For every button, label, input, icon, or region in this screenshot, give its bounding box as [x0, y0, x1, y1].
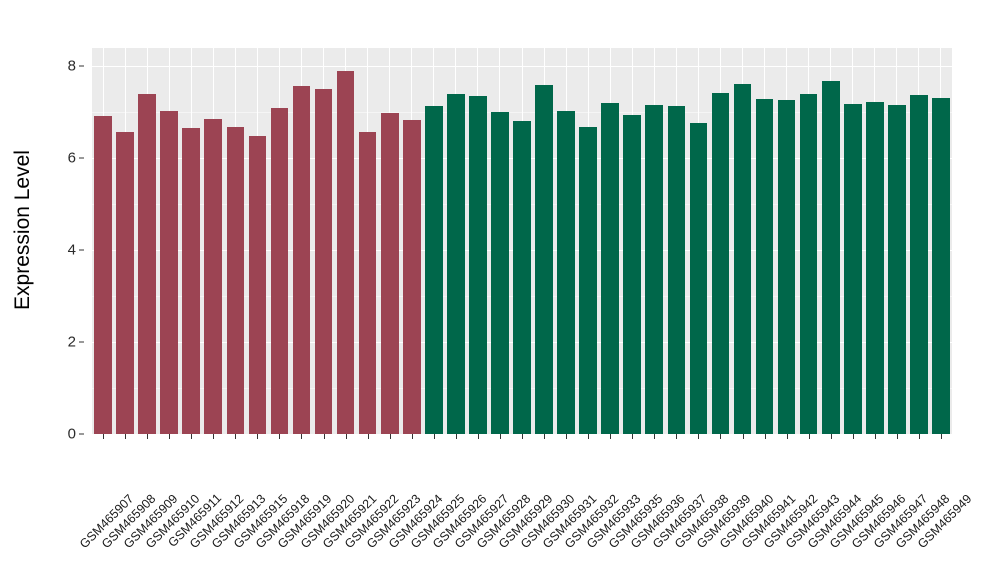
x-axis-tick-labels: GSM465907 GSM465908 GSM465909 GSM465910 GSM4…	[77, 434, 974, 580]
x-axis-tick-mark	[852, 434, 854, 439]
x-axis-tick-mark	[874, 434, 876, 439]
bar	[755, 99, 774, 434]
x-axis-tick-mark	[896, 434, 898, 439]
bar	[557, 111, 575, 434]
x-axis-tick-mark	[830, 434, 832, 439]
bar	[667, 106, 686, 434]
x-axis-tick-mark	[940, 434, 942, 439]
bar	[358, 132, 377, 434]
plot-panel	[92, 48, 952, 434]
x-axis-tick-mark	[411, 434, 413, 439]
x-axis-tick-mark	[235, 434, 237, 439]
y-axis-title: Expression Level	[0, 0, 46, 460]
x-axis-tick-mark	[323, 434, 325, 439]
x-axis-tick-mark	[698, 434, 700, 439]
y-axis-tick-mark	[79, 65, 84, 67]
x-axis-tick-mark	[279, 434, 281, 439]
bar	[447, 93, 465, 434]
x-axis-tick-mark	[191, 434, 193, 439]
x-axis-tick-mark	[301, 434, 303, 439]
bar	[226, 126, 245, 434]
bar	[623, 114, 642, 434]
x-axis-tick-mark	[764, 434, 766, 439]
bar	[601, 103, 620, 434]
bar	[160, 110, 178, 434]
bar	[711, 92, 730, 434]
bar	[932, 97, 950, 434]
bar	[94, 116, 112, 434]
y-axis-tick-label: 0	[67, 425, 76, 443]
x-axis-tick-mark	[522, 434, 523, 439]
x-axis-tick-mark	[169, 434, 171, 439]
x-axis-tick-mark	[720, 434, 722, 439]
x-axis-tick-mark	[455, 434, 457, 439]
y-axis-tick-mark	[79, 249, 84, 251]
bar	[182, 128, 201, 434]
x-axis-tick-mark	[742, 434, 744, 439]
bar	[777, 100, 796, 434]
bar	[799, 94, 818, 434]
bar	[491, 112, 509, 434]
x-axis-tick-mark	[654, 434, 656, 439]
x-axis-tick-mark	[632, 434, 634, 439]
x-axis-tick-mark	[213, 434, 215, 439]
y-axis-tick-mark	[79, 157, 84, 159]
y-axis-tick-label: 6	[67, 149, 76, 167]
x-axis-tick-mark	[808, 434, 810, 439]
bar	[469, 96, 487, 434]
bar	[402, 119, 421, 434]
bar	[535, 85, 553, 434]
x-axis-tick-mark	[103, 434, 105, 439]
x-axis-tick-mark	[610, 434, 612, 439]
x-axis-tick-mark	[147, 434, 149, 439]
x-axis-tick-mark	[676, 434, 678, 439]
x-axis-tick-mark	[433, 434, 435, 439]
x-axis-tick-mark	[345, 434, 347, 439]
x-axis-tick-mark	[544, 434, 546, 439]
bar	[248, 136, 267, 434]
x-axis-tick-mark	[499, 434, 501, 439]
bar	[336, 71, 355, 434]
bar	[138, 93, 156, 434]
y-axis-tick-mark	[79, 433, 84, 435]
bar	[689, 122, 708, 434]
y-axis-tick-label: 4	[67, 241, 76, 259]
bar	[270, 107, 289, 434]
x-axis-tick-mark	[566, 434, 568, 439]
y-axis-title-text: Expression Level	[11, 150, 35, 310]
x-axis-tick-mark	[588, 434, 590, 439]
bar	[292, 86, 311, 434]
bar	[380, 112, 399, 434]
bar	[116, 132, 134, 434]
bar	[314, 88, 333, 434]
bar	[424, 106, 443, 434]
x-axis-tick-mark	[257, 434, 259, 439]
bar	[888, 104, 906, 434]
x-axis-tick-mark	[918, 434, 920, 439]
bar	[866, 101, 884, 434]
bar	[843, 103, 862, 434]
x-axis-tick-mark	[125, 434, 127, 439]
bar	[579, 127, 597, 434]
x-axis-tick-mark	[786, 434, 788, 439]
bar	[645, 104, 664, 434]
bar	[910, 94, 928, 434]
x-axis-tick-mark	[477, 434, 479, 439]
x-axis-tick-mark	[367, 434, 369, 439]
bar	[513, 120, 531, 434]
bar	[821, 81, 840, 434]
y-axis-tick-mark	[79, 341, 84, 343]
y-axis-tick-label: 8	[67, 57, 76, 75]
bar	[204, 119, 223, 434]
x-axis-tick-mark	[389, 434, 391, 439]
y-axis-tick-label: 2	[67, 333, 76, 351]
bar	[733, 83, 752, 434]
y-axis-tick-labels: 0 2 4 6 8	[46, 48, 84, 443]
